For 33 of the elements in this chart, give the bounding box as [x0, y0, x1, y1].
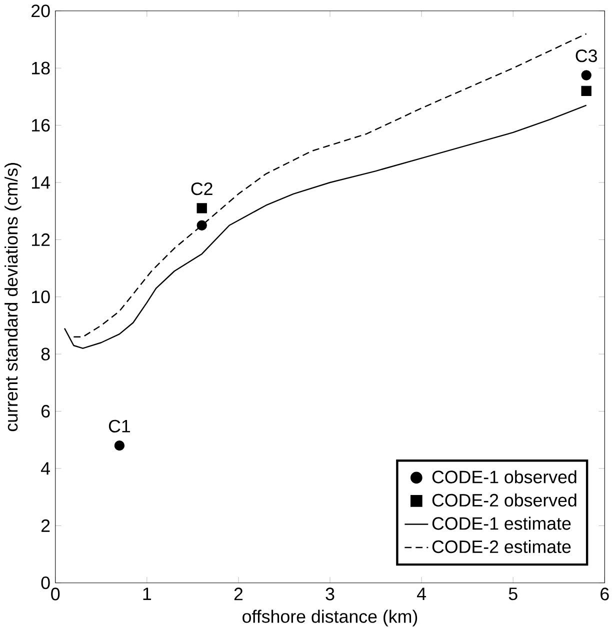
point — [581, 86, 592, 96]
y-axis-title: current standard deviations (cm/s) — [4, 162, 22, 432]
x-tick-label: 2 — [234, 588, 242, 600]
legend-label: CODE-1 observed — [432, 470, 576, 484]
y-tick-label: 16 — [32, 118, 50, 132]
line-series — [64, 104, 587, 349]
y-tick-label: 8 — [41, 348, 50, 360]
y-tick-label: 4 — [40, 462, 50, 475]
y-tick-label: 2 — [41, 519, 50, 532]
y-tick-label: 10 — [32, 290, 50, 304]
x-tick-label: 4 — [416, 588, 426, 600]
point — [114, 440, 124, 451]
x-tick-label: 1 — [143, 588, 151, 600]
legend-label: CODE-2 observed — [432, 493, 576, 507]
x-axis-title: offshore distance (km) — [242, 610, 417, 626]
annotation: C3 — [576, 49, 597, 62]
x-tick-label: 5 — [508, 588, 518, 600]
x-tick-label: 0 — [51, 588, 60, 600]
y-tick-label: 12 — [32, 233, 50, 246]
legend-label: CODE-1 estimate — [432, 516, 571, 530]
y-tick-label: 14 — [32, 176, 50, 189]
y-tick-label: 18 — [32, 62, 50, 74]
x-tick-label: 3 — [326, 588, 334, 600]
point — [196, 203, 207, 214]
annotation: C1 — [108, 420, 130, 432]
x-tick-label: 6 — [600, 588, 609, 600]
point — [196, 220, 207, 230]
y-tick-label: 20 — [31, 4, 50, 18]
y-tick-label: 0 — [41, 576, 50, 590]
annotation: C2 — [191, 182, 212, 196]
y-tick-label: 6 — [41, 404, 50, 418]
legend-label: CODE-2 estimate — [432, 540, 571, 554]
point — [581, 70, 592, 80]
